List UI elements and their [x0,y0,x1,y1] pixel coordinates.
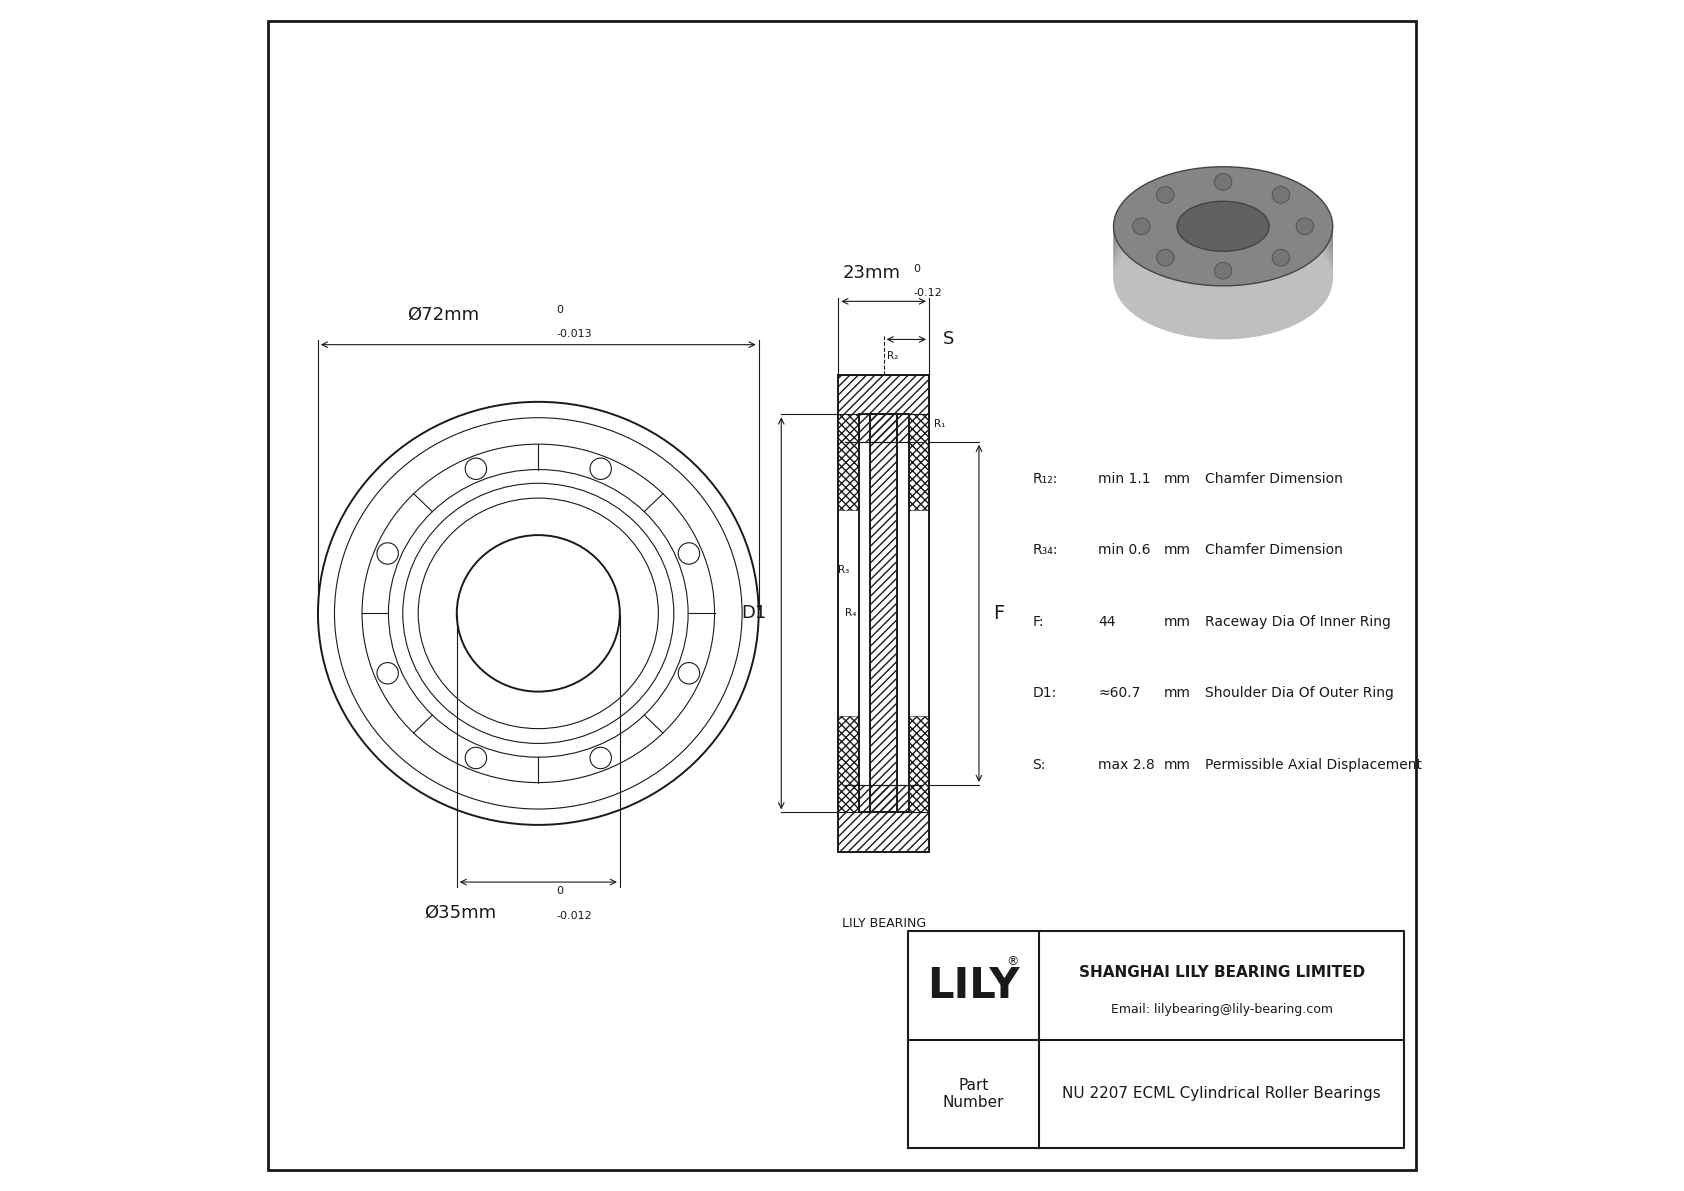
Text: -0.12: -0.12 [913,288,943,298]
Text: Chamfer Dimension: Chamfer Dimension [1206,472,1344,486]
Ellipse shape [1113,192,1332,311]
Text: mm: mm [1164,472,1191,486]
Bar [839,716,859,812]
Text: -0.012: -0.012 [556,911,591,921]
Text: F: F [994,604,1005,623]
Text: NU 2207 ECML Cylindrical Roller Bearings: NU 2207 ECML Cylindrical Roller Bearings [1063,1086,1381,1102]
Ellipse shape [1177,201,1270,251]
Ellipse shape [1271,187,1290,204]
Text: D1:: D1: [1032,686,1058,700]
Ellipse shape [1113,210,1332,329]
Ellipse shape [1113,200,1332,319]
Text: max 2.8: max 2.8 [1098,757,1155,772]
Bar [839,812,930,852]
Text: mm: mm [1164,757,1191,772]
Ellipse shape [1157,249,1174,266]
Text: R₁: R₁ [933,419,945,429]
Text: F:: F: [1032,615,1044,629]
Text: min 1.1: min 1.1 [1098,472,1150,486]
Ellipse shape [1113,173,1332,292]
Text: Permissible Axial Displacement: Permissible Axial Displacement [1206,757,1423,772]
Text: min 0.6: min 0.6 [1098,543,1150,557]
Ellipse shape [1113,195,1332,314]
Ellipse shape [1113,167,1332,286]
Ellipse shape [1113,189,1332,308]
Bar [909,716,930,812]
Text: Email: lilybearing@lily-bearing.com: Email: lilybearing@lily-bearing.com [1111,1003,1332,1016]
Text: mm: mm [1164,543,1191,557]
Text: -0.013: -0.013 [556,329,591,339]
Text: Raceway Dia Of Inner Ring: Raceway Dia Of Inner Ring [1206,615,1391,629]
Text: LILY: LILY [928,965,1019,1006]
Text: Chamfer Dimension: Chamfer Dimension [1206,543,1344,557]
Ellipse shape [1113,218,1332,337]
Ellipse shape [1113,212,1332,331]
Text: 0: 0 [556,886,562,897]
Text: LILY BEARING: LILY BEARING [842,917,926,930]
Ellipse shape [1113,220,1332,339]
Text: R₄: R₄ [845,609,857,618]
Ellipse shape [1113,169,1332,288]
Text: 44: 44 [1098,615,1115,629]
Text: R₂: R₂ [887,351,899,361]
Ellipse shape [1214,262,1233,279]
Text: mm: mm [1164,686,1191,700]
Text: ≈60.7: ≈60.7 [1098,686,1140,700]
Ellipse shape [1113,183,1332,303]
Bar [839,375,930,414]
Ellipse shape [1113,175,1332,294]
Ellipse shape [1271,249,1290,266]
Text: Shoulder Dia Of Outer Ring: Shoulder Dia Of Outer Ring [1206,686,1394,700]
Ellipse shape [1113,187,1332,306]
Text: S:: S: [1032,757,1046,772]
Ellipse shape [1113,198,1332,317]
Ellipse shape [1133,218,1150,235]
Bar [871,414,898,812]
Ellipse shape [1113,167,1332,286]
Text: D1: D1 [741,604,766,623]
Text: mm: mm [1164,615,1191,629]
Text: 23mm: 23mm [842,264,901,282]
Ellipse shape [1113,177,1332,297]
Text: R₃₄:: R₃₄: [1032,543,1058,557]
Ellipse shape [1297,218,1314,235]
Text: 0: 0 [913,264,921,274]
Bar [859,785,909,812]
Text: S: S [943,330,955,349]
Text: R₃: R₃ [839,566,849,575]
Text: R₁₂:: R₁₂: [1032,472,1058,486]
Bar [839,414,859,511]
Text: SHANGHAI LILY BEARING LIMITED: SHANGHAI LILY BEARING LIMITED [1078,965,1364,980]
Text: 0: 0 [556,305,562,314]
Ellipse shape [1113,206,1332,325]
Ellipse shape [1157,187,1174,204]
Bar [909,414,930,511]
Ellipse shape [1214,174,1233,191]
Text: Ø35mm: Ø35mm [424,904,497,922]
Bar [859,414,909,442]
Text: ®: ® [1007,955,1019,968]
Text: Ø72mm: Ø72mm [406,305,478,323]
Ellipse shape [1113,204,1332,323]
Ellipse shape [1113,181,1332,300]
Text: Part
Number: Part Number [943,1078,1004,1110]
Ellipse shape [1113,214,1332,333]
